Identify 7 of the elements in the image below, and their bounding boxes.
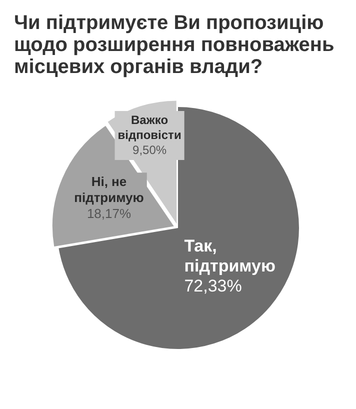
- slice-label: Ні, не підтримую: [74, 174, 144, 206]
- data-label: 9,50%: [132, 142, 167, 157]
- data-label: 18,17%: [86, 206, 132, 222]
- slice-label: Важко відповісти: [118, 112, 182, 142]
- slice-label: Так, підтримую: [184, 236, 276, 276]
- data-label: 72,33%: [184, 276, 242, 296]
- chart-title: Чи підтримуєте Ви пропозицію щодо розширення повноважень місцевих органів влади?: [13, 11, 336, 78]
